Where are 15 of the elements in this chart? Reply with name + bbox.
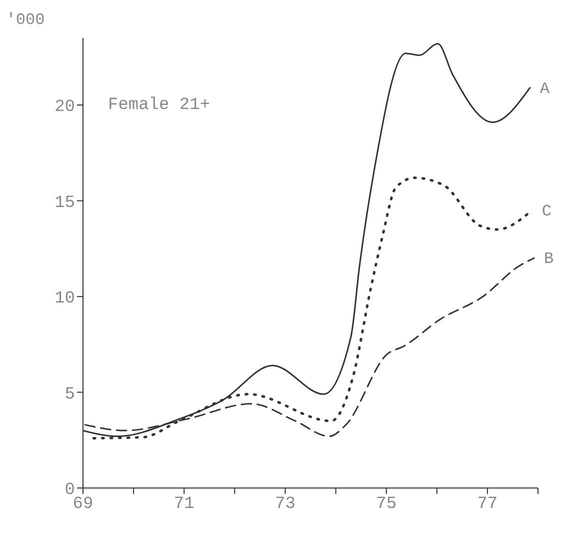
series-label: B [544, 250, 554, 268]
x-tick-label: 75 [376, 495, 397, 514]
y-tick-label: 20 [54, 98, 75, 118]
series-label: C [542, 202, 552, 220]
x-tick-label: 73 [275, 495, 296, 514]
y-tick-label: 5 [64, 385, 75, 404]
y-tick-label: 0 [64, 481, 75, 500]
x-tick-label: 77 [477, 495, 498, 514]
y-axis-title: '000 [6, 11, 45, 29]
y-tick-label: 15 [54, 194, 75, 213]
x-tick-label: 71 [174, 495, 194, 514]
series-label: A [540, 80, 550, 98]
y-tick-label: 10 [54, 290, 75, 309]
annotation: Female 21+ [108, 96, 210, 115]
x-tick-label: 69 [72, 495, 94, 514]
